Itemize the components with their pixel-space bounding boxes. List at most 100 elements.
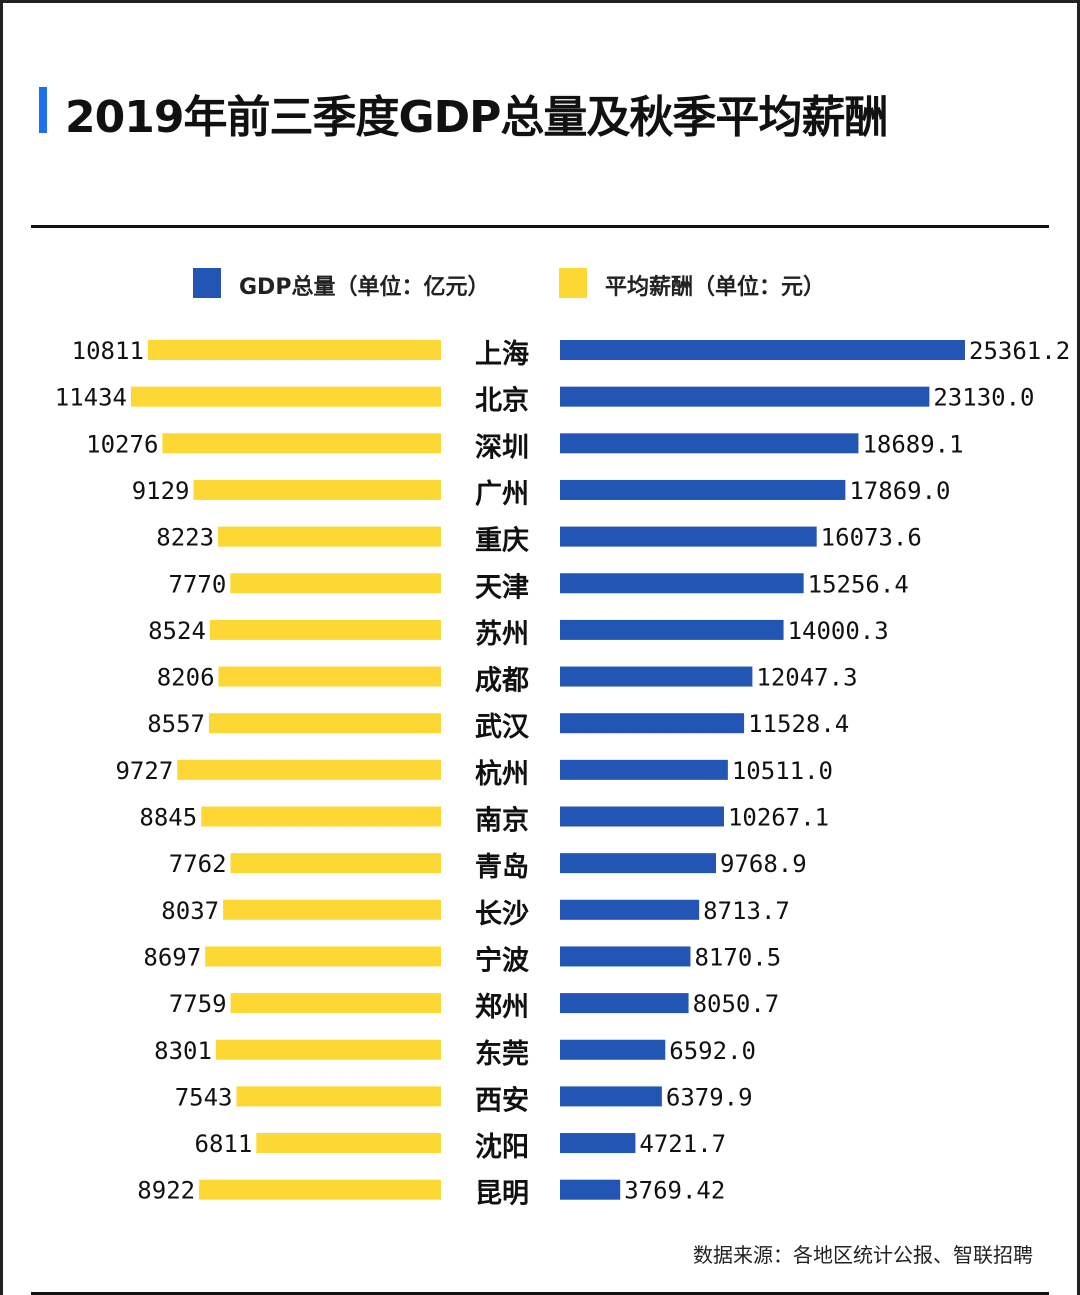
city-label: 上海 (475, 339, 529, 370)
city-label: 武汉 (475, 712, 530, 743)
salary-value-label: 11528.4 (748, 710, 849, 738)
salary-value-label: 9768.9 (720, 850, 807, 878)
salary-value-label: 8050.7 (693, 990, 780, 1018)
gdp-value-label: 8557 (147, 710, 205, 738)
gdp-value-label: 7543 (175, 1083, 233, 1111)
city-label: 重庆 (475, 525, 529, 557)
salary-bar (560, 526, 817, 547)
gdp-bar (205, 946, 441, 967)
legend-label-salary: 平均薪酬（单位：元） (605, 275, 826, 300)
city-label: 南京 (475, 805, 529, 837)
salary-bar (560, 1039, 666, 1060)
gdp-bar (230, 573, 441, 594)
gdp-value-label: 11434 (55, 384, 127, 412)
gdp-value-label: 6811 (195, 1130, 253, 1158)
salary-bar (560, 1086, 662, 1107)
salary-value-label: 8170.5 (694, 943, 781, 971)
city-label: 昆明 (475, 1179, 529, 1210)
gdp-bar (218, 526, 441, 547)
gdp-value-label: 8223 (156, 524, 214, 552)
gdp-bar (199, 1179, 441, 1200)
city-label: 沈阳 (475, 1132, 529, 1163)
salary-bar (560, 806, 724, 827)
gdp-value-label: 9727 (115, 757, 173, 785)
bar-chart: 10811 上海 25361.2 11434 北京 23130.0 10276 深圳 18689… (55, 337, 1070, 1210)
legend-swatch-salary (559, 268, 587, 298)
salary-bar (560, 946, 691, 967)
salary-value-label: 17869.0 (849, 477, 950, 505)
gdp-value-label: 10811 (72, 337, 144, 365)
gdp-bar (209, 713, 441, 734)
gdp-bar (162, 433, 441, 454)
gdp-value-label: 7762 (169, 850, 227, 878)
salary-value-label: 6592.0 (669, 1037, 756, 1065)
gdp-value-label: 8697 (143, 943, 201, 971)
salary-value-label: 10267.1 (728, 804, 829, 832)
salary-value-label: 8713.7 (703, 897, 790, 925)
city-label: 东莞 (475, 1038, 529, 1070)
city-label: 苏州 (475, 619, 529, 650)
source-note: 数据来源：各地区统计公报、智联招聘 (693, 1243, 1033, 1267)
gdp-value-label: 8206 (157, 664, 215, 692)
city-label: 天津 (475, 572, 529, 603)
city-label: 长沙 (475, 899, 529, 930)
salary-value-label: 23130.0 (933, 384, 1034, 412)
city-label: 杭州 (475, 758, 529, 790)
legend-label-gdp: GDP总量（单位：亿元） (239, 275, 490, 300)
salary-value-label: 14000.3 (788, 617, 889, 645)
gdp-bar (218, 666, 441, 687)
gdp-value-label: 8037 (161, 897, 219, 925)
salary-bar (560, 573, 804, 594)
salary-value-label: 3769.42 (624, 1177, 725, 1205)
salary-value-label: 6379.9 (666, 1083, 753, 1111)
chart-title: 2019年前三季度GDP总量及秋季平均薪酬 (65, 92, 888, 143)
city-label: 郑州 (475, 992, 529, 1023)
gdp-bar (177, 759, 441, 780)
gdp-bar (223, 899, 441, 920)
bottom-divider (31, 1292, 1049, 1295)
salary-value-label: 4721.7 (639, 1130, 726, 1158)
city-label: 西安 (475, 1085, 529, 1116)
legend-swatch-gdp (193, 268, 221, 298)
city-label: 宁波 (475, 944, 530, 976)
top-divider (31, 225, 1049, 228)
salary-value-label: 16073.6 (821, 524, 922, 552)
salary-bar (560, 479, 846, 500)
salary-bar (560, 386, 930, 407)
gdp-bar (230, 853, 441, 874)
gdp-bar (236, 1086, 441, 1107)
salary-bar (560, 619, 784, 640)
salary-value-label: 15256.4 (808, 570, 909, 598)
city-label: 成都 (475, 666, 529, 697)
salary-bar (560, 853, 717, 874)
salary-bar (560, 1179, 621, 1200)
gdp-value-label: 10276 (86, 430, 158, 458)
gdp-value-label: 9129 (132, 477, 190, 505)
gdp-bar (230, 993, 441, 1014)
salary-bar (560, 666, 753, 687)
gdp-value-label: 8301 (154, 1037, 212, 1065)
salary-bar (560, 759, 728, 780)
city-label: 北京 (475, 385, 529, 417)
gdp-value-label: 8845 (139, 804, 197, 832)
gdp-value-label: 8524 (148, 617, 206, 645)
city-label: 广州 (475, 479, 529, 510)
salary-value-label: 25361.2 (969, 337, 1070, 365)
city-label: 深圳 (475, 432, 529, 463)
gdp-bar (193, 479, 441, 500)
gdp-bar (201, 806, 441, 827)
title-accent-bar (39, 87, 47, 133)
salary-value-label: 18689.1 (862, 430, 963, 458)
salary-bar (560, 1133, 636, 1154)
salary-bar (560, 899, 700, 920)
salary-bar (560, 713, 745, 734)
salary-bar (560, 340, 965, 360)
city-label: 青岛 (475, 851, 529, 883)
salary-bar (560, 993, 689, 1014)
gdp-value-label: 7759 (169, 990, 227, 1018)
gdp-bar (209, 619, 441, 640)
salary-value-label: 12047.3 (756, 664, 857, 692)
gdp-value-label: 7770 (169, 570, 227, 598)
gdp-bar (147, 340, 441, 360)
